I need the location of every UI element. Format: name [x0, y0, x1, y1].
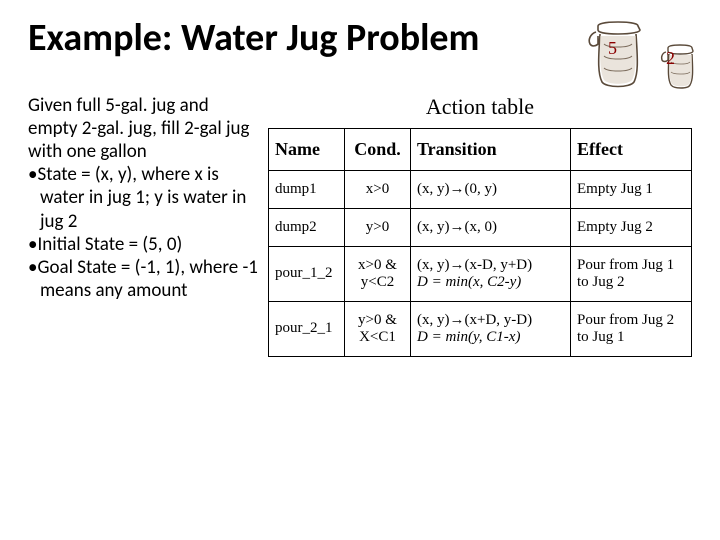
table-body: dump1 x>0 (x, y)→(0, y) Empty Jug 1 dump… — [269, 170, 692, 356]
table-row: pour_2_1 y>0 & X<C1 (x, y)→(x+D, y-D) D … — [269, 301, 692, 356]
th-effect: Effect — [571, 128, 692, 170]
th-cond: Cond. — [345, 128, 411, 170]
cell-effect: Empty Jug 2 — [571, 208, 692, 246]
bullet-state: •State = (x, y), where x is water in jug… — [28, 163, 258, 233]
cell-trans: (x, y)→(0, y) — [411, 170, 571, 208]
cell-cond: x>0 & y<C2 — [345, 246, 411, 301]
content-row: Given full 5-gal. jug and empty 2-gal. j… — [28, 94, 692, 357]
slide-title: Example: Water Jug Problem — [28, 18, 479, 60]
cell-name: dump2 — [269, 208, 345, 246]
table-row: dump1 x>0 (x, y)→(0, y) Empty Jug 1 — [269, 170, 692, 208]
trans-line2: D = min(y, C1-x) — [417, 329, 520, 345]
cell-cond: y>0 & X<C1 — [345, 301, 411, 356]
trans-line1: (x, y)→(x+D, y-D) — [417, 312, 532, 328]
cell-trans: (x, y)→(x, 0) — [411, 208, 571, 246]
cell-effect: Empty Jug 1 — [571, 170, 692, 208]
slide-container: Example: Water Jug Problem 5 2 Given ful… — [0, 0, 720, 377]
table-header-row: Name Cond. Transition Effect — [269, 128, 692, 170]
action-table: Name Cond. Transition Effect dump1 x>0 (… — [268, 128, 692, 357]
cell-name: pour_1_2 — [269, 246, 345, 301]
table-row: dump2 y>0 (x, y)→(x, 0) Empty Jug 2 — [269, 208, 692, 246]
cell-trans: (x, y)→(x+D, y-D) D = min(y, C1-x) — [411, 301, 571, 356]
small-jug-label: 2 — [666, 48, 675, 69]
cell-cond: x>0 — [345, 170, 411, 208]
small-jug-icon — [658, 40, 698, 92]
left-text-block: Given full 5-gal. jug and empty 2-gal. j… — [28, 94, 258, 357]
th-trans: Transition — [411, 128, 571, 170]
cell-effect: Pour from Jug 1 to Jug 2 — [571, 246, 692, 301]
cell-trans: (x, y)→(x-D, y+D) D = min(x, C2-y) — [411, 246, 571, 301]
th-name: Name — [269, 128, 345, 170]
cell-effect: Pour from Jug 2 to Jug 1 — [571, 301, 692, 356]
jug-illustration: 5 2 — [584, 14, 698, 92]
trans-line2: D = min(x, C2-y) — [417, 274, 521, 290]
table-row: pour_1_2 x>0 & y<C2 (x, y)→(x-D, y+D) D … — [269, 246, 692, 301]
cell-name: dump1 — [269, 170, 345, 208]
big-jug-icon — [584, 14, 650, 92]
right-table-block: Action table Name Cond. Transition Effec… — [268, 94, 692, 357]
problem-statement: Given full 5-gal. jug and empty 2-gal. j… — [28, 94, 258, 164]
bullet-goal: •Goal State = (-1, 1), where -1 means an… — [28, 256, 258, 302]
cell-cond: y>0 — [345, 208, 411, 246]
trans-line1: (x, y)→(x-D, y+D) — [417, 257, 532, 273]
bullet-initial: •Initial State = (5, 0) — [28, 233, 258, 256]
big-jug-label: 5 — [608, 38, 617, 59]
action-table-title: Action table — [268, 94, 692, 120]
cell-name: pour_2_1 — [269, 301, 345, 356]
